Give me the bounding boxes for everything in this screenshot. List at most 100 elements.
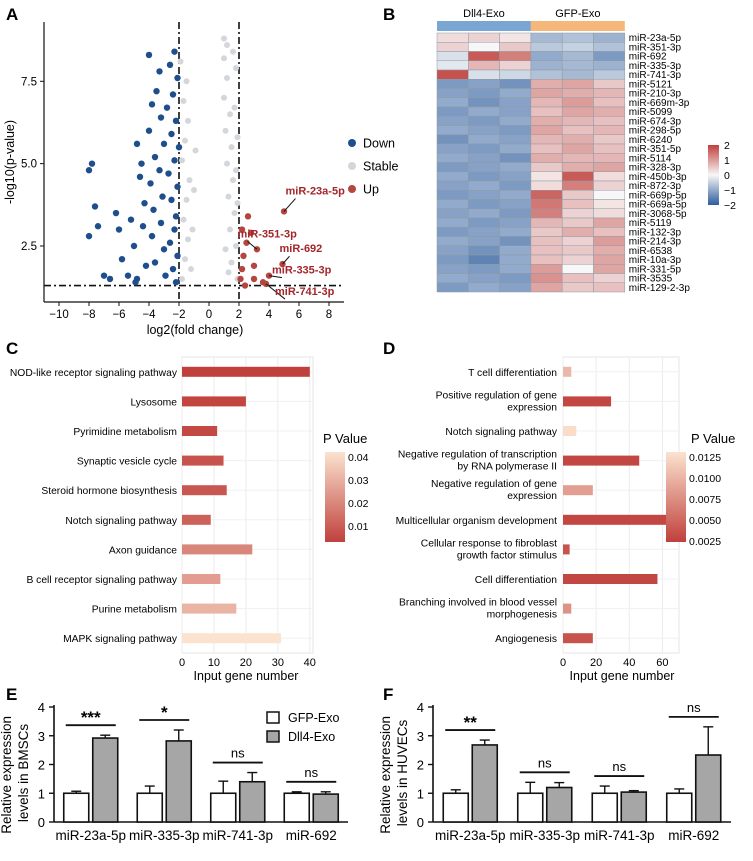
huvecs-y-tick-label: 2: [417, 758, 424, 773]
heatmap-cell: [593, 190, 626, 200]
heatmap-row-label: miR-210-3p: [629, 89, 682, 100]
heatmap-cell: [561, 245, 594, 256]
huvecs-bar-gfp: [442, 792, 470, 823]
volcano-point-stable: [228, 144, 235, 151]
kegg-bar: [182, 366, 310, 377]
kegg-xlabel: Input gene number: [194, 669, 299, 683]
heatmap-cell: [593, 273, 626, 283]
heatmap-cell: [561, 162, 594, 172]
volcano-label-leader: [268, 275, 283, 279]
volcano-point-down: [124, 272, 132, 279]
volcano-point-down: [130, 242, 138, 250]
kegg-category-label: B cell receptor signaling pathway: [26, 575, 177, 586]
heatmap-cell: [499, 273, 532, 283]
heatmap-group-label: Dll4-Exo: [463, 8, 505, 20]
heatmap-cell: [530, 42, 563, 52]
volcano-point-stable: [227, 226, 233, 233]
heatmap-cell: [593, 162, 626, 172]
heatmap-cell: [593, 69, 626, 80]
volcano-point-down: [88, 160, 96, 167]
heatmap-cell: [593, 88, 626, 98]
volcano-x-tick-label: −8: [82, 309, 95, 321]
heatmap-cell: [436, 199, 469, 209]
bmscs-y-tick-label: 1: [38, 786, 45, 801]
heatmap-cell: [530, 97, 563, 108]
kegg-legend-title: P Value: [323, 431, 367, 446]
heatmap-cell: [561, 51, 594, 61]
heatmap-row-label: miR-5119: [629, 218, 672, 229]
heatmap-cell: [530, 69, 563, 80]
heatmap-cell: [468, 190, 500, 200]
go-category-label: T cell differentiation: [468, 368, 557, 379]
kegg-category-label: Lysosome: [130, 397, 177, 408]
kegg-bar: [182, 633, 282, 644]
go-bar: [563, 366, 572, 377]
heatmap-cell: [499, 134, 532, 145]
bmscs-x-category-label: miR-741-3p: [202, 828, 273, 843]
go-x-tick-label: 60: [656, 657, 668, 669]
volcano-point-stable: [189, 226, 196, 233]
bmscs-significance-label: *: [161, 703, 168, 722]
heatmap-cell: [530, 143, 563, 154]
heatmap-cell: [436, 208, 469, 219]
volcano-point-stable: [231, 210, 238, 217]
heatmap-cell: [561, 125, 594, 135]
huvecs-ylabel: Relative expression levels in HUVECs: [378, 712, 410, 834]
kegg-legend-tick: 0.02: [348, 498, 369, 510]
volcano-point-stable: [177, 58, 184, 65]
volcano-x-tick-label: −4: [142, 309, 156, 321]
heatmap-cell: [499, 217, 532, 228]
heatmap-cell: [530, 153, 563, 163]
volcano-point-stable: [221, 55, 227, 62]
heatmap-row-label: miR-674-3p: [629, 116, 682, 127]
heatmap-cell: [468, 125, 500, 135]
heatmap-cell: [436, 236, 469, 246]
go-bar: [563, 544, 570, 555]
heatmap-cell: [530, 254, 563, 265]
heatmap-cell: [499, 208, 532, 219]
go-legend-tick: 0.0125: [689, 452, 721, 464]
volcano-point-label: miR-351-3p: [238, 228, 298, 240]
heatmap: Dll4-Exo GFP-Exo miR-23a-5pmiR-351-3pmiR-…: [436, 8, 736, 294]
huvecs-bar-gfp: [516, 792, 544, 823]
bmscs-y-tick-label: 0: [38, 815, 45, 830]
heatmap-cell: [561, 236, 594, 246]
huvecs-bar-chart: 0 1 2 3 4 miR-23a-5p miR-335-3p miR-741-3p miR-6…: [378, 700, 731, 843]
volcano-x-tick-label: 0: [206, 309, 212, 321]
go-bar: [563, 485, 593, 496]
volcano-point-stable: [183, 196, 190, 203]
volcano-point-stable: [183, 78, 190, 85]
heatmap-cell: [468, 162, 500, 172]
go-legend-title: P Value: [691, 431, 735, 446]
panel-label-d: D: [383, 339, 395, 358]
heatmap-cell: [561, 69, 594, 80]
heatmap-cell: [468, 51, 500, 61]
heatmap-cell: [561, 134, 594, 145]
heatmap-cell: [561, 180, 594, 191]
heatmap-row-label: miR-351-5p: [629, 144, 682, 155]
heatmap-cell: [436, 190, 469, 200]
heatmap-row-label: miR-298-5p: [629, 126, 682, 137]
go-legend-tick: 0.0075: [689, 494, 721, 506]
heatmap-cell: [593, 208, 626, 219]
bmscs-y-tick-label: 4: [38, 700, 45, 715]
heatmap-cell: [593, 42, 626, 52]
heatmap-cell: [436, 116, 469, 126]
heatmap-cell: [436, 79, 469, 89]
heatmap-cell: [593, 143, 626, 154]
heatmap-cell: [593, 97, 626, 108]
go-xlabel: Input gene number: [570, 669, 675, 683]
volcano-point-down: [148, 232, 156, 240]
heatmap-cell: [468, 264, 500, 274]
heatmap-cell: [436, 217, 469, 228]
volcano-point-stable: [230, 48, 236, 55]
heatmap-cell: [593, 134, 626, 145]
volcano-point-down: [166, 61, 174, 69]
volcano-point-down: [159, 193, 166, 200]
volcano-point-stable: [230, 177, 236, 184]
heatmap-cell: [593, 79, 626, 89]
volcano-point-down: [139, 223, 147, 230]
volcano-ylabel: -log10(p-value): [3, 120, 17, 204]
heatmap-cell: [593, 32, 626, 43]
heatmap-cell: [468, 69, 500, 80]
